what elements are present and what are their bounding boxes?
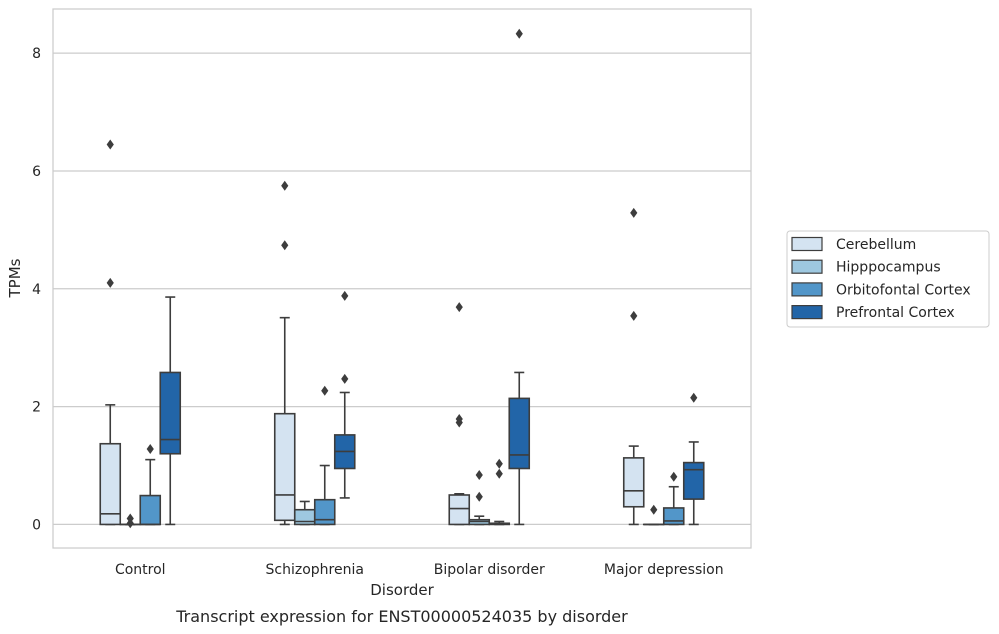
box xyxy=(273,412,296,522)
outlier-point xyxy=(341,373,349,384)
box-group xyxy=(119,513,142,529)
outlier-point xyxy=(281,240,289,251)
box-group xyxy=(468,469,491,526)
box xyxy=(682,461,705,500)
box-group xyxy=(159,296,182,526)
x-axis-label: Disorder xyxy=(370,581,434,599)
box-group xyxy=(293,500,316,526)
outlier-point xyxy=(146,444,154,455)
box-group xyxy=(488,458,511,526)
outlier-point xyxy=(650,504,658,515)
box-group xyxy=(333,290,356,499)
outlier-point xyxy=(495,458,503,469)
outlier-point xyxy=(515,28,523,39)
box-group xyxy=(273,180,296,526)
outlier-point xyxy=(630,310,638,321)
outlier-point xyxy=(495,468,503,479)
outlier-point xyxy=(670,471,678,482)
outlier-point xyxy=(690,392,698,403)
legend-swatch xyxy=(791,236,823,252)
legend: Cerebellum Hipppocampus Orbitofontal Corte… xyxy=(786,230,990,328)
outlier-point xyxy=(126,513,134,524)
y-tick-label: 2 xyxy=(32,400,41,416)
outlier-point xyxy=(455,413,463,424)
box-group xyxy=(313,385,336,526)
outlier-point xyxy=(475,469,483,480)
box-group xyxy=(139,444,162,526)
outlier-point xyxy=(321,385,329,396)
x-tick-label: Bipolar disorder xyxy=(434,562,545,578)
box-groups xyxy=(99,28,705,529)
box xyxy=(448,494,471,526)
y-axis-label: TPMs xyxy=(6,258,24,298)
x-tick-label: Control xyxy=(115,562,166,578)
outlier-point xyxy=(455,302,463,313)
box-group xyxy=(508,28,531,526)
outlier-point xyxy=(106,139,114,150)
box xyxy=(313,498,336,526)
y-tick-labels: 0 2 4 6 8 xyxy=(32,46,41,533)
box xyxy=(99,442,122,526)
outlier-point xyxy=(106,277,114,288)
plot-frame xyxy=(52,8,752,549)
legend-entry-label: Prefrontal Cortex xyxy=(836,305,955,321)
outlier-point xyxy=(281,180,289,191)
box xyxy=(508,397,531,470)
legend-swatch xyxy=(791,259,823,274)
x-tick-labels: Control Schizophrenia Bipolar disorder Majo… xyxy=(115,562,724,578)
box-group xyxy=(642,504,665,526)
box xyxy=(622,457,645,508)
box-group xyxy=(682,392,705,526)
y-tick-label: 6 xyxy=(32,164,41,180)
outlier-point xyxy=(630,207,638,218)
gridlines xyxy=(53,52,751,526)
legend-swatch xyxy=(791,305,823,320)
legend-swatch xyxy=(791,282,823,297)
box xyxy=(159,371,182,455)
chart-caption: Transcript expression for ENST0000052403… xyxy=(175,607,628,626)
box xyxy=(662,507,685,526)
box-group xyxy=(622,207,645,526)
outlier-point xyxy=(475,491,483,502)
box-group xyxy=(662,471,685,526)
x-tick-label: Major depression xyxy=(604,562,724,578)
box xyxy=(139,494,162,526)
outlier-point xyxy=(341,290,349,301)
legend-entry-label: Orbitofontal Cortex xyxy=(836,282,971,298)
y-tick-label: 4 xyxy=(32,282,41,298)
legend-entry-label: Cerebellum xyxy=(836,237,916,253)
y-tick-label: 0 xyxy=(32,517,41,533)
box-group xyxy=(448,302,471,526)
box-group xyxy=(99,139,122,526)
y-tick-label: 8 xyxy=(32,46,41,62)
legend-entry-label: Hipppocampus xyxy=(836,260,941,276)
x-tick-label: Schizophrenia xyxy=(266,562,364,578)
legend-frame xyxy=(786,230,990,328)
